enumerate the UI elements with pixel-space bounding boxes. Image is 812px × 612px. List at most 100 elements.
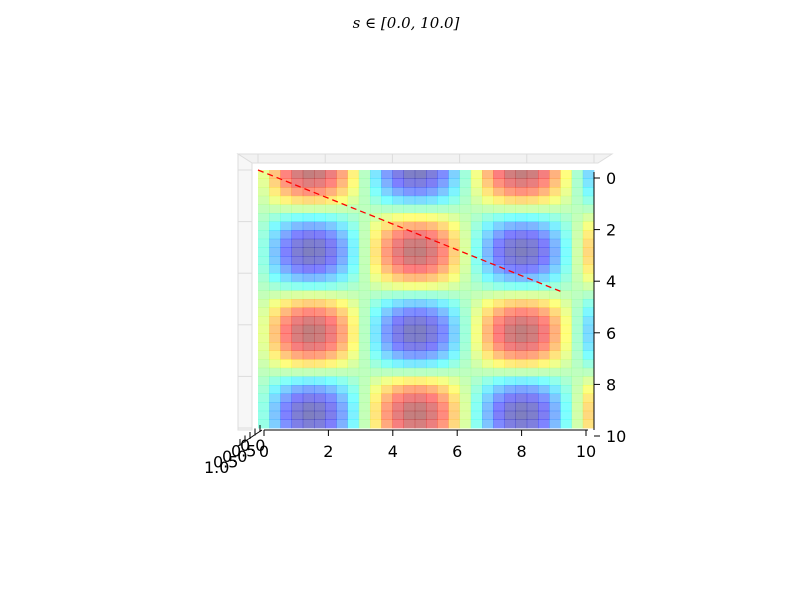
- surface-cell: [269, 307, 281, 317]
- surface-cell: [459, 393, 472, 403]
- surface-cell: [515, 195, 528, 205]
- surface-cell: [582, 187, 595, 197]
- surface-cell: [515, 290, 528, 300]
- surface-cell: [448, 410, 460, 420]
- surface-cell: [347, 419, 360, 429]
- surface-cell: [358, 238, 371, 248]
- surface-cell: [403, 419, 416, 429]
- surface-cell: [314, 221, 326, 231]
- surface-cell: [426, 256, 438, 265]
- surface-cell: [258, 170, 270, 179]
- surface-cell: [549, 342, 561, 351]
- surface-cell: [280, 247, 292, 257]
- surface-cell: [459, 359, 472, 369]
- surface-cell: [392, 247, 404, 257]
- surface-cell: [549, 170, 561, 179]
- surface-cell: [280, 316, 292, 326]
- surface-cell: [482, 273, 494, 283]
- surface-cell: [482, 393, 494, 403]
- surface-cell: [403, 221, 416, 231]
- surface-cell: [314, 316, 326, 326]
- surface-cell: [560, 204, 572, 214]
- surface-cell: [437, 333, 449, 343]
- surface-cell: [549, 187, 561, 197]
- surface-cell: [526, 307, 539, 317]
- surface-cell: [582, 316, 595, 326]
- surface-cell: [392, 256, 404, 265]
- surface-cell: [414, 256, 427, 265]
- surface-cell: [381, 247, 393, 257]
- x-tick-label: 0: [259, 442, 269, 461]
- surface-cell: [493, 256, 505, 265]
- surface-cell: [504, 273, 516, 283]
- surface-cell: [314, 238, 326, 248]
- surface-cell: [370, 402, 382, 412]
- surface-cell: [336, 238, 348, 248]
- surface-cell: [470, 316, 483, 326]
- surface-cell: [269, 359, 281, 369]
- surface-cell: [269, 393, 281, 403]
- surface-cell: [426, 419, 438, 429]
- surface-cell: [437, 393, 449, 403]
- surface-cell: [582, 307, 595, 317]
- surface-cell: [414, 350, 427, 360]
- surface-cell: [403, 256, 416, 265]
- surface-cell: [504, 385, 516, 394]
- surface-cell: [358, 350, 371, 360]
- surface-cell: [403, 170, 416, 179]
- surface-cell: [448, 247, 460, 257]
- surface-cell: [403, 385, 416, 394]
- surface-cell: [482, 376, 494, 386]
- surface-cell: [437, 376, 449, 386]
- surface-cell: [437, 324, 449, 334]
- surface-cell: [426, 187, 438, 197]
- surface-cell: [448, 367, 460, 377]
- surface-plot: [258, 170, 595, 429]
- surface-cell: [504, 170, 516, 179]
- surface-cell: [414, 333, 427, 343]
- surface-cell: [414, 204, 427, 214]
- surface-cell: [258, 333, 270, 343]
- surface-cell: [437, 342, 449, 351]
- surface-cell: [403, 178, 416, 188]
- surface-cell: [437, 316, 449, 326]
- x-tick-label: 2: [323, 442, 333, 461]
- surface-cell: [526, 316, 539, 326]
- surface-cell: [302, 299, 315, 308]
- surface-cell: [571, 238, 584, 248]
- surface-cell: [325, 402, 337, 412]
- surface-cell: [414, 419, 427, 429]
- surface-cell: [392, 316, 404, 326]
- surface-cell: [414, 385, 427, 394]
- surface-cell: [269, 410, 281, 420]
- surface-cell: [336, 393, 348, 403]
- surface-cell: [560, 376, 572, 386]
- surface-cell: [515, 230, 528, 240]
- surface-cell: [291, 290, 304, 300]
- surface-cell: [515, 256, 528, 265]
- surface-cell: [426, 221, 438, 231]
- surface-cell: [493, 316, 505, 326]
- surface-cell: [459, 410, 472, 420]
- surface-cell: [571, 290, 584, 300]
- surface-cell: [302, 376, 315, 386]
- surface-cell: [291, 367, 304, 377]
- surface-cell: [258, 230, 270, 240]
- surface-cell: [358, 204, 371, 214]
- surface-cell: [470, 213, 483, 222]
- surface-cell: [571, 367, 584, 377]
- surface-cell: [370, 264, 382, 274]
- surface-cell: [258, 316, 270, 326]
- surface-cell: [582, 350, 595, 360]
- surface-cell: [414, 367, 427, 377]
- surface-cell: [504, 393, 516, 403]
- surface-cell: [571, 195, 584, 205]
- surface-cell: [437, 230, 449, 240]
- surface-cell: [470, 221, 483, 231]
- surface-cell: [325, 178, 337, 188]
- surface-cell: [515, 264, 528, 274]
- surface-cell: [414, 247, 427, 257]
- surface-cell: [258, 419, 270, 429]
- surface-cell: [291, 281, 304, 291]
- x-axis: 0 2 4 6 8 10: [259, 429, 596, 461]
